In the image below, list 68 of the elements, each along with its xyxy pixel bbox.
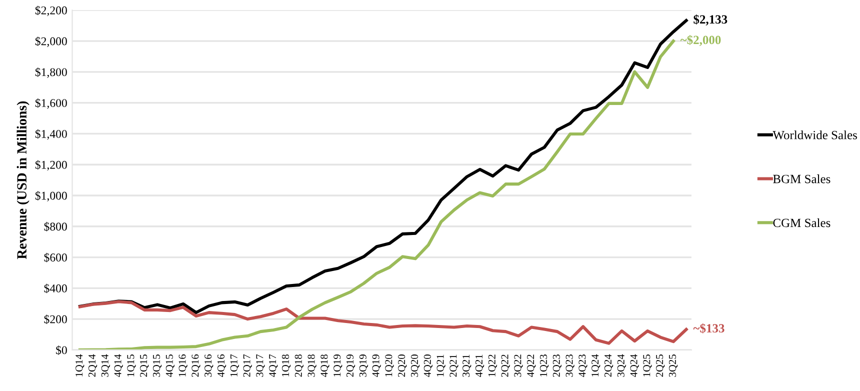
x-tick-label: 1Q18 [282,354,291,376]
x-tick-label: 2Q16 [192,354,200,377]
x-tick-label: 1Q16 [178,354,188,376]
x-tick-label: 3Q15 [152,354,162,377]
legend-label: BGM Sales [773,174,830,184]
x-tick-label: 2Q20 [398,354,407,377]
y-tick-label: $1,000 [35,191,67,202]
x-tick-label: 4Q19 [372,354,381,378]
y-tick-label: $1,800 [35,67,67,78]
x-tick-label: 3Q19 [359,354,368,377]
text: ~$133 [693,323,724,334]
x-tick-label: 3Q21 [462,354,472,377]
y-tick-label: $200 [44,314,67,324]
x-tick-label: 4Q21 [475,354,484,378]
x-tick-label: 1Q25 [643,354,652,376]
x-tick-label: 4Q18 [320,354,330,378]
x-tick-label: 1Q14 [76,354,84,376]
x-tick-label: 4Q24 [630,354,639,378]
annotation: ~$2,000 [680,35,721,46]
x-tick-label: 1Q21 [436,354,446,376]
x-tick-label: 1Q20 [385,354,394,376]
x-tick-label: 2Q24 [604,354,614,377]
x-tick-label: 1Q19 [334,354,342,376]
x-tick-label: 2Q17 [243,354,252,377]
x-tick-label: 1Q23 [540,354,549,376]
line-series [78,40,675,350]
y-tick-label: $1,600 [35,98,67,109]
x-tick-label: 1Q24 [592,354,600,376]
x-tick-label: 4Q20 [424,354,432,378]
x-tick-label: 4Q17 [269,354,278,378]
x-tick-label: 2Q22 [501,354,510,377]
x-tick-label: 3Q23 [566,354,574,377]
x-tick-label: 1Q15 [127,354,136,376]
x-tick-label: 4Q16 [217,354,226,378]
y-tick-label: $400 [44,284,67,294]
legend-label: CGM Sales [773,218,830,228]
x-tick-label: 2Q25 [656,354,665,377]
x-tick-label: 3Q17 [256,354,265,377]
y-tick-label: $0 [56,345,67,355]
x-tick-label: 4Q15 [166,354,174,378]
y-tick-label: $800 [44,222,67,232]
x-tick-label: 2Q21 [450,354,458,377]
x-tick-label: 1Q17 [230,354,239,376]
x-tick-label: 2Q14 [88,354,98,377]
legend-label: Worldwide Sales [772,130,857,140]
text: $2,133 [694,14,728,26]
y-axis-title: Revenue (USD in Millions) [16,101,30,260]
x-tick-label: 3Q18 [308,354,316,377]
x-tick-label: 3Q24 [617,354,626,377]
y-tick-label: $1,400 [35,129,67,140]
x-tick-label: 3Q22 [514,354,523,377]
x-tick-label: 2Q23 [552,354,562,377]
x-tick-label: 4Q23 [578,354,588,378]
x-tick-label: 3Q20 [410,354,420,377]
y-tick-label: $600 [44,252,67,262]
x-tick-label: 4Q14 [114,354,123,378]
y-tick-label: $2,200 [35,6,67,16]
x-tick-label: 4Q22 [527,354,536,378]
y-tick-label: $1,200 [35,160,67,171]
x-tick-label: 1Q22 [488,354,497,376]
x-tick-label: 3Q14 [101,354,110,377]
x-tick-label: 2Q15 [140,354,149,377]
x-tick-label: 3Q16 [204,354,214,377]
x-tick-label: 3Q25 [668,354,678,377]
x-tick-label: 2Q18 [294,354,304,377]
x-tick-label: 2Q19 [346,354,356,377]
y-tick-label: $2,000 [35,36,67,47]
line-series [78,300,688,345]
